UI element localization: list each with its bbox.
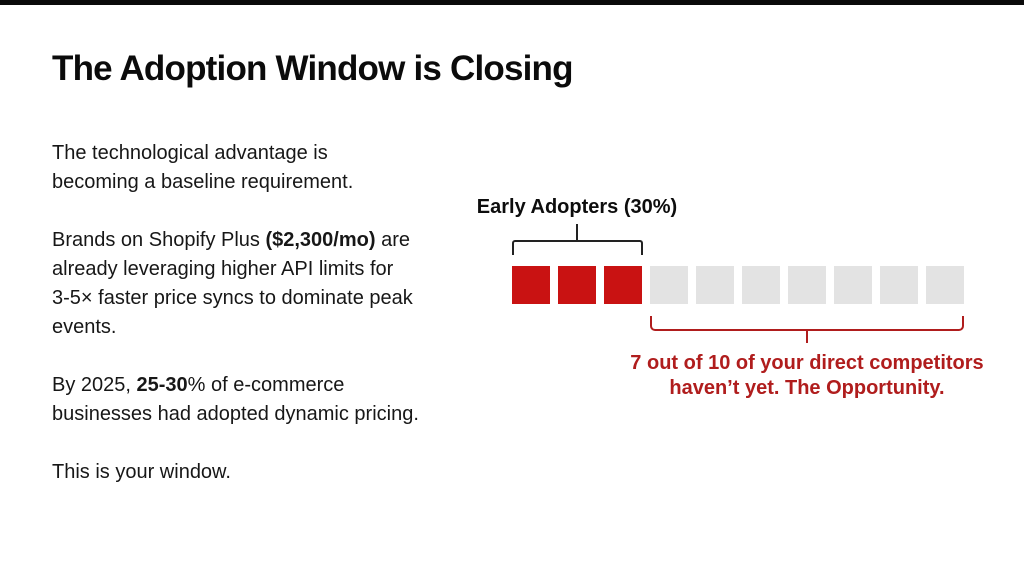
early-adopters-label: Early Adopters (30%) bbox=[476, 196, 678, 218]
caption-line: 7 out of 10 of your direct competitors bbox=[630, 352, 984, 374]
caption-line: haven’t yet. The Opportunity. bbox=[669, 377, 945, 399]
non-adopter-square bbox=[696, 266, 734, 304]
text-segment: are bbox=[375, 229, 410, 251]
text-line: 3-5× faster price syncs to dominate peak bbox=[52, 287, 413, 309]
paragraph-shopify-plus: Brands on Shopify Plus ($2,300/mo) are al… bbox=[52, 226, 512, 342]
text-line: becoming a baseline requirement. bbox=[52, 171, 354, 193]
text-line: The technological advantage is bbox=[52, 142, 328, 164]
paragraph-window: This is your window. bbox=[52, 458, 512, 487]
text-line: businesses had adopted dynamic pricing. bbox=[52, 403, 419, 425]
paragraph-adoption-stat: By 2025, 25-30% of e-commerce businesses … bbox=[52, 371, 512, 429]
non-adopter-square bbox=[742, 266, 780, 304]
text-segment: By 2025, bbox=[52, 374, 137, 396]
paragraph-baseline: The technological advantage is becoming a… bbox=[52, 139, 512, 197]
adoption-pictograph: Early Adopters (30%) 7 out of 10 of your… bbox=[477, 196, 984, 466]
slide-title: The Adoption Window is Closing bbox=[52, 49, 574, 88]
top-border-bar bbox=[0, 0, 1024, 5]
percentage-highlight: 25-30 bbox=[136, 374, 188, 396]
early-adopters-bracket-stem bbox=[576, 224, 578, 240]
non-adopter-square bbox=[834, 266, 872, 304]
adoption-squares-row bbox=[512, 266, 964, 304]
adopted-square bbox=[512, 266, 550, 304]
non-adopter-square bbox=[926, 266, 964, 304]
adopted-square bbox=[558, 266, 596, 304]
opportunity-caption: 7 out of 10 of your direct competitors h… bbox=[630, 351, 983, 401]
non-adopter-square bbox=[788, 266, 826, 304]
adopted-square bbox=[604, 266, 642, 304]
non-adopter-square bbox=[650, 266, 688, 304]
price-highlight: ($2,300/mo) bbox=[265, 229, 376, 251]
non-adopter-square bbox=[880, 266, 918, 304]
competitors-bracket-stem bbox=[806, 329, 808, 343]
text-line: events. bbox=[52, 316, 117, 338]
text-line: already leveraging higher API limits for bbox=[52, 258, 394, 280]
text-line: This is your window. bbox=[52, 461, 231, 483]
text-segment: Brands on Shopify Plus bbox=[52, 229, 266, 251]
body-text-column: The technological advantage is becoming a… bbox=[52, 139, 512, 516]
text-segment: % of e-commerce bbox=[187, 374, 345, 396]
early-adopters-bracket bbox=[512, 240, 643, 255]
